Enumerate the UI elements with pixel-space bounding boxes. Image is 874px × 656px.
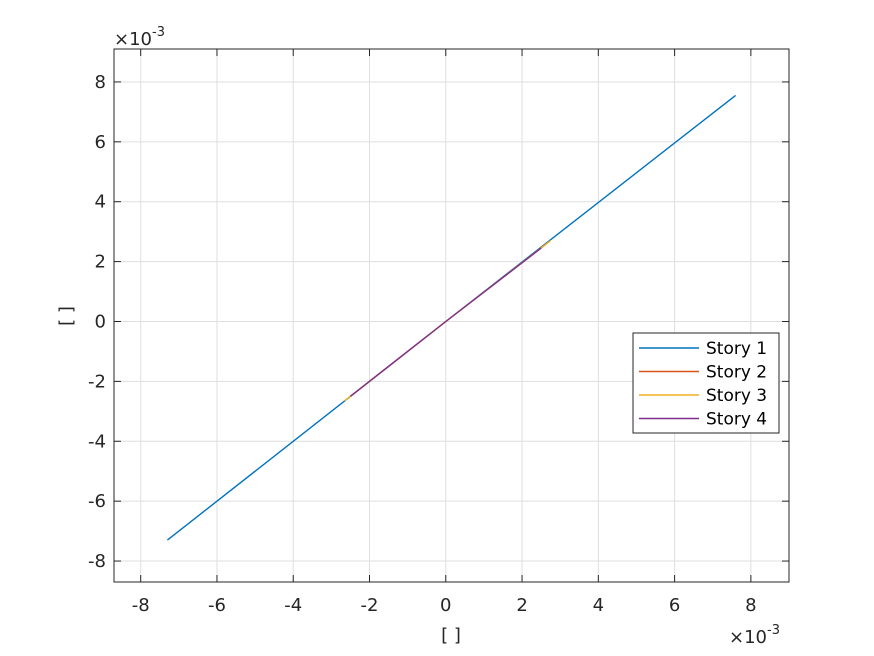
x-exponent-times: × xyxy=(729,627,744,648)
series-line-4 xyxy=(349,247,542,397)
legend-label: Story 3 xyxy=(706,386,767,406)
y-axis-exponent: ×10-3 xyxy=(114,25,165,50)
y-tick-label: -6 xyxy=(88,491,106,512)
svg-text:×10-3: ×10-3 xyxy=(114,25,165,50)
x-axis-label: [ ] xyxy=(441,625,461,646)
x-exponent-base: 10 xyxy=(744,627,767,648)
svg-text:×10-3: ×10-3 xyxy=(729,623,780,648)
x-tick-label: 4 xyxy=(593,595,604,616)
y-tick-label: 8 xyxy=(95,72,106,93)
y-tick-label: 4 xyxy=(95,192,106,213)
tick-labels: -8 -6 -4 -2 0 2 4 6 8 -8 -6 -4 -2 0 2 4 6 8 xyxy=(88,72,757,616)
legend-label: Story 1 xyxy=(706,339,767,359)
x-tick-label: -2 xyxy=(361,595,379,616)
series-lines xyxy=(166,94,737,541)
y-tick-label: 6 xyxy=(95,132,106,153)
y-tick-label: 2 xyxy=(95,252,106,273)
x-tick-label: 2 xyxy=(516,595,527,616)
y-tick-label: 0 xyxy=(95,311,106,332)
axes-box xyxy=(113,48,790,583)
x-tick-label: 6 xyxy=(669,595,680,616)
x-tick-label: -8 xyxy=(132,595,150,616)
y-exponent-power: -3 xyxy=(152,25,165,40)
x-tick-label: 8 xyxy=(745,595,756,616)
y-exponent-base: 10 xyxy=(129,29,152,50)
y-tick-label: -4 xyxy=(88,431,106,452)
legend-label: Story 2 xyxy=(706,363,767,383)
y-axis-label: [ ] xyxy=(56,306,77,326)
y-tick-label: -2 xyxy=(88,371,106,392)
x-exponent-power: -3 xyxy=(767,623,780,638)
y-exponent-times: × xyxy=(114,29,129,50)
x-axis-exponent: ×10-3 xyxy=(729,623,780,648)
x-tick-label: -6 xyxy=(208,595,226,616)
legend-label: Story 4 xyxy=(706,410,767,430)
x-tick-label: 0 xyxy=(440,595,451,616)
legend-box xyxy=(632,332,780,434)
x-tick-label: -4 xyxy=(284,595,302,616)
legend: Story 1 Story 2 Story 3 Story 4 xyxy=(632,332,780,434)
ticks xyxy=(114,49,789,582)
y-tick-label: -8 xyxy=(88,551,106,572)
